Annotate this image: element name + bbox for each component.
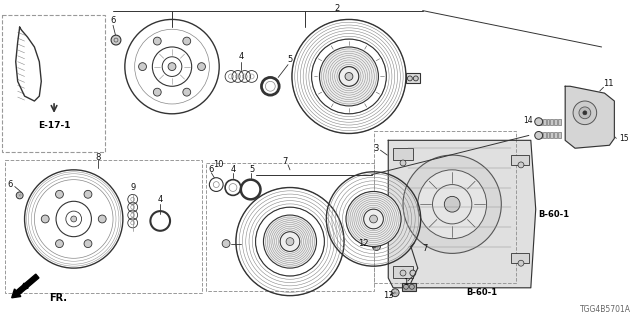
Circle shape — [583, 111, 587, 115]
Circle shape — [56, 190, 63, 198]
Circle shape — [168, 63, 176, 70]
Circle shape — [535, 132, 543, 139]
Bar — [539, 132, 541, 138]
Bar — [393, 266, 413, 278]
Bar — [547, 119, 550, 124]
Text: 12: 12 — [358, 239, 369, 248]
Text: E-17-1: E-17-1 — [38, 121, 70, 130]
Text: 10: 10 — [213, 160, 223, 169]
Bar — [511, 253, 529, 263]
Circle shape — [400, 270, 406, 276]
Text: B-60-1: B-60-1 — [539, 210, 570, 219]
Text: 2: 2 — [334, 4, 339, 13]
Bar — [543, 119, 545, 124]
Circle shape — [99, 215, 106, 223]
Bar — [547, 132, 550, 138]
Circle shape — [372, 243, 380, 251]
Text: 14: 14 — [523, 116, 532, 125]
Circle shape — [345, 73, 353, 80]
Circle shape — [444, 196, 460, 212]
Circle shape — [183, 88, 191, 96]
Circle shape — [410, 270, 416, 276]
Bar — [5, 160, 202, 293]
Circle shape — [579, 107, 591, 119]
Circle shape — [319, 47, 378, 106]
Text: FR.: FR. — [49, 292, 67, 303]
Circle shape — [222, 240, 230, 247]
Circle shape — [139, 63, 147, 70]
Bar — [393, 148, 413, 160]
Bar — [207, 163, 374, 291]
Bar — [406, 74, 420, 83]
Circle shape — [198, 63, 205, 70]
Circle shape — [346, 191, 401, 246]
Bar — [539, 119, 541, 124]
Bar — [558, 119, 561, 124]
Text: 8: 8 — [95, 153, 101, 162]
Text: TGG4B5701A: TGG4B5701A — [580, 305, 631, 314]
Bar — [558, 132, 561, 138]
Circle shape — [84, 240, 92, 248]
Text: 11: 11 — [604, 79, 614, 88]
Bar — [543, 132, 545, 138]
Bar — [511, 155, 529, 165]
Circle shape — [154, 37, 161, 45]
Text: B-60-1: B-60-1 — [466, 288, 497, 297]
Text: 15: 15 — [620, 134, 629, 143]
Circle shape — [286, 238, 294, 245]
Circle shape — [111, 35, 121, 45]
Circle shape — [403, 155, 501, 253]
Circle shape — [84, 190, 92, 198]
Text: 13: 13 — [383, 291, 394, 300]
Text: 9: 9 — [130, 183, 135, 192]
Circle shape — [408, 76, 412, 81]
Circle shape — [16, 192, 23, 199]
Circle shape — [264, 215, 317, 268]
Text: 4: 4 — [157, 195, 163, 204]
Circle shape — [56, 240, 63, 248]
Bar — [554, 132, 557, 138]
Text: 7: 7 — [282, 157, 288, 166]
Text: 6: 6 — [110, 16, 116, 25]
Bar — [550, 119, 554, 124]
Circle shape — [518, 162, 524, 168]
Circle shape — [71, 216, 77, 222]
Bar — [2, 14, 105, 152]
Text: 6: 6 — [7, 180, 13, 189]
Text: 5: 5 — [249, 165, 254, 174]
Bar — [550, 132, 554, 138]
Polygon shape — [565, 86, 614, 148]
Circle shape — [42, 215, 49, 223]
Bar — [402, 283, 416, 291]
Circle shape — [183, 37, 191, 45]
Circle shape — [154, 88, 161, 96]
Circle shape — [535, 118, 543, 125]
Circle shape — [418, 170, 486, 239]
Text: 6: 6 — [209, 165, 214, 174]
Circle shape — [518, 260, 524, 266]
Circle shape — [413, 76, 419, 81]
Bar — [554, 119, 557, 124]
Bar — [374, 131, 516, 283]
Text: 4: 4 — [230, 165, 236, 174]
Text: 4: 4 — [238, 52, 243, 61]
FancyArrow shape — [12, 274, 39, 298]
Circle shape — [573, 101, 596, 124]
Circle shape — [400, 160, 406, 166]
Circle shape — [369, 215, 378, 223]
Text: 7: 7 — [422, 244, 428, 253]
Text: 3: 3 — [373, 144, 378, 153]
Circle shape — [391, 289, 399, 297]
Text: 5: 5 — [287, 55, 292, 64]
Polygon shape — [388, 140, 536, 288]
Text: 1: 1 — [403, 278, 408, 287]
